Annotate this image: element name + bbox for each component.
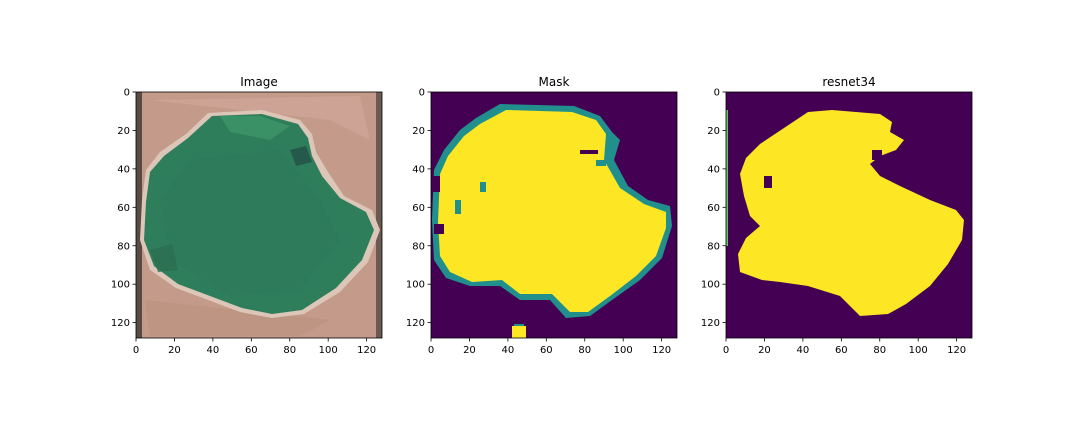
prediction-image xyxy=(726,92,972,338)
y-tick-label: 40 xyxy=(117,164,130,175)
x-tick-label: 120 xyxy=(652,345,671,356)
y-tick-label: 120 xyxy=(406,318,425,329)
x-tick-label: 0 xyxy=(723,345,729,356)
x-tick-label: 0 xyxy=(133,345,139,356)
y-tick-label: 0 xyxy=(714,88,720,99)
x-tick-label: 80 xyxy=(578,345,591,356)
y-tick-label: 100 xyxy=(701,280,720,291)
axes-frame xyxy=(725,91,973,339)
y-tick-label: 100 xyxy=(111,280,130,291)
x-tick-label: 80 xyxy=(873,345,886,356)
y-tick-label: 100 xyxy=(406,280,425,291)
y-tick-label: 80 xyxy=(412,241,425,252)
x-tick-label: 20 xyxy=(168,345,181,356)
x-tick-label: 100 xyxy=(319,345,338,356)
y-tick-label: 80 xyxy=(707,241,720,252)
x-tick-label: 20 xyxy=(758,345,771,356)
y-tick-label: 20 xyxy=(707,126,720,137)
x-tick-label: 120 xyxy=(357,345,376,356)
panel-image: Image 0 20 40 60 80 100 120 0 20 40 60 80 100 120 xyxy=(111,75,383,357)
y-tick-label: 40 xyxy=(412,164,425,175)
x-tick-label: 0 xyxy=(428,345,434,356)
x-tick-label: 60 xyxy=(245,345,258,356)
axis-ticks: 0 20 40 60 80 100 120 0 20 40 60 80 100 120 xyxy=(406,88,671,357)
x-tick-label: 60 xyxy=(835,345,848,356)
y-tick-label: 20 xyxy=(117,126,130,137)
y-tick-label: 0 xyxy=(419,88,425,99)
x-tick-label: 100 xyxy=(614,345,633,356)
x-tick-label: 20 xyxy=(463,345,476,356)
y-tick-label: 60 xyxy=(412,203,425,214)
panel-title: Mask xyxy=(539,75,570,89)
axis-ticks: 0 20 40 60 80 100 120 0 20 40 60 80 100 120 xyxy=(111,88,376,357)
y-tick-label: 40 xyxy=(707,164,720,175)
y-tick-label: 80 xyxy=(117,241,130,252)
panel-title: Image xyxy=(240,75,278,89)
y-tick-label: 0 xyxy=(124,88,130,99)
axes-frame xyxy=(135,91,383,339)
x-tick-label: 120 xyxy=(947,345,966,356)
x-tick-label: 40 xyxy=(797,345,810,356)
axis-ticks: 0 20 40 60 80 100 120 0 20 40 60 80 100 120 xyxy=(701,88,966,357)
y-tick-label: 60 xyxy=(117,203,130,214)
axes-frame xyxy=(430,91,678,339)
panel-title: resnet34 xyxy=(822,75,875,89)
x-tick-label: 40 xyxy=(207,345,220,356)
x-tick-label: 80 xyxy=(283,345,296,356)
panel-prediction: resnet34 0 20 40 60 80 100 120 0 20 40 60 80 100 120 xyxy=(701,75,973,357)
y-tick-label: 20 xyxy=(412,126,425,137)
y-tick-label: 60 xyxy=(707,203,720,214)
y-tick-label: 120 xyxy=(701,318,720,329)
satellite-image xyxy=(136,92,382,338)
x-tick-label: 40 xyxy=(502,345,515,356)
y-tick-label: 120 xyxy=(111,318,130,329)
x-tick-label: 100 xyxy=(909,345,928,356)
mask-image xyxy=(431,92,677,338)
x-tick-label: 60 xyxy=(540,345,553,356)
panel-mask: Mask 0 20 40 60 80 100 120 0 20 40 60 80 100 120 xyxy=(406,75,678,357)
